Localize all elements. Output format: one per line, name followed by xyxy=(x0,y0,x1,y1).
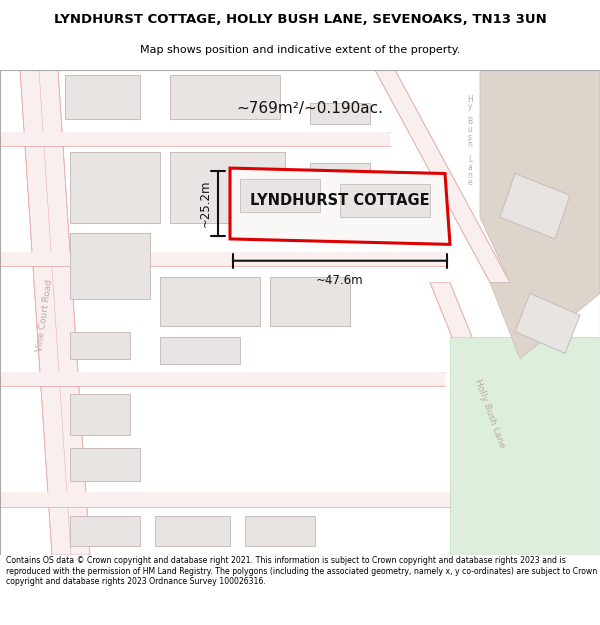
Polygon shape xyxy=(70,332,130,359)
Polygon shape xyxy=(480,70,600,359)
Text: Contains OS data © Crown copyright and database right 2021. This information is : Contains OS data © Crown copyright and d… xyxy=(6,556,597,586)
Polygon shape xyxy=(20,70,90,555)
Text: Holly Bush Lane: Holly Bush Lane xyxy=(473,378,506,449)
Text: LYNDHURST COTTAGE: LYNDHURST COTTAGE xyxy=(250,193,430,208)
Polygon shape xyxy=(375,70,510,282)
Polygon shape xyxy=(160,277,260,326)
Polygon shape xyxy=(160,337,240,364)
Text: LYNDHURST COTTAGE, HOLLY BUSH LANE, SEVENOAKS, TN13 3UN: LYNDHURST COTTAGE, HOLLY BUSH LANE, SEVE… xyxy=(53,13,547,26)
Polygon shape xyxy=(240,179,320,212)
Polygon shape xyxy=(65,76,140,119)
Polygon shape xyxy=(480,217,560,282)
Text: ~769m²/~0.190ac.: ~769m²/~0.190ac. xyxy=(236,101,383,116)
Polygon shape xyxy=(270,277,350,326)
Polygon shape xyxy=(0,372,445,386)
Polygon shape xyxy=(170,152,285,222)
Polygon shape xyxy=(450,337,600,555)
Polygon shape xyxy=(500,174,570,239)
Polygon shape xyxy=(310,162,370,190)
Polygon shape xyxy=(70,394,130,435)
Polygon shape xyxy=(245,516,315,546)
Polygon shape xyxy=(0,252,445,266)
Polygon shape xyxy=(70,448,140,481)
Polygon shape xyxy=(0,132,390,146)
Text: ~47.6m: ~47.6m xyxy=(316,274,364,287)
Polygon shape xyxy=(155,516,230,546)
Polygon shape xyxy=(70,234,150,299)
Text: H
y

B
u
s
h

L
a
n
e: H y B u s h L a n e xyxy=(467,94,473,187)
Polygon shape xyxy=(340,184,430,217)
Polygon shape xyxy=(0,492,560,507)
Text: ~25.2m: ~25.2m xyxy=(199,180,212,228)
Polygon shape xyxy=(310,102,370,124)
Polygon shape xyxy=(515,293,580,353)
Polygon shape xyxy=(170,76,280,119)
Polygon shape xyxy=(430,282,560,555)
Text: Vine Court Road: Vine Court Road xyxy=(35,278,55,352)
Polygon shape xyxy=(230,168,450,244)
Polygon shape xyxy=(310,206,370,228)
Text: Map shows position and indicative extent of the property.: Map shows position and indicative extent… xyxy=(140,46,460,56)
Polygon shape xyxy=(70,152,160,222)
Polygon shape xyxy=(70,516,140,546)
